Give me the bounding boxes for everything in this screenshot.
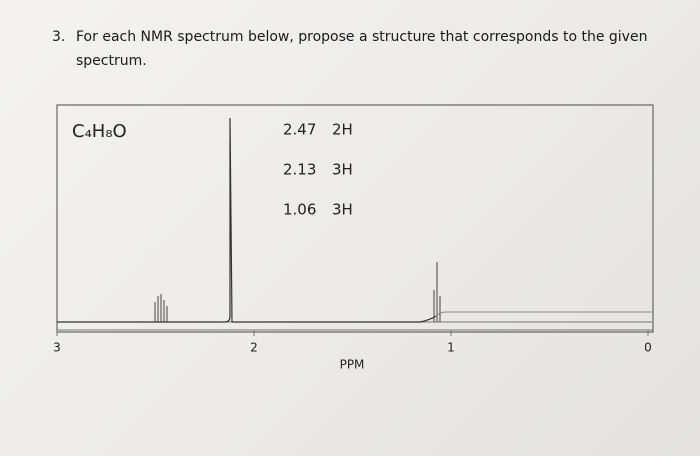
- integration-curve: [435, 311, 653, 317]
- peak-multiplet: [433, 262, 441, 322]
- peak-multiplet: [154, 294, 168, 322]
- peak-integration: 3H: [332, 201, 353, 219]
- tick-label: 1: [447, 341, 455, 355]
- question-text: spectrum.: [76, 53, 147, 69]
- formula: C₄H₈O: [72, 121, 127, 142]
- peak-shift: 2.13: [283, 161, 316, 179]
- question-number: 3.: [52, 29, 66, 45]
- question-text: For each NMR spectrum below, propose a s…: [76, 29, 648, 45]
- tick-label: 2: [250, 341, 258, 355]
- tick-label: 3: [53, 341, 61, 355]
- peak-shift: 2.47: [283, 121, 316, 139]
- peak: [57, 117, 437, 323]
- peak-shift: 1.06: [283, 201, 316, 219]
- axis-label: PPM: [340, 358, 365, 372]
- peak-integration: 2H: [332, 121, 353, 139]
- spectrum-frame: [56, 104, 654, 333]
- tick-label: 0: [644, 341, 652, 355]
- peak-integration: 3H: [332, 161, 353, 179]
